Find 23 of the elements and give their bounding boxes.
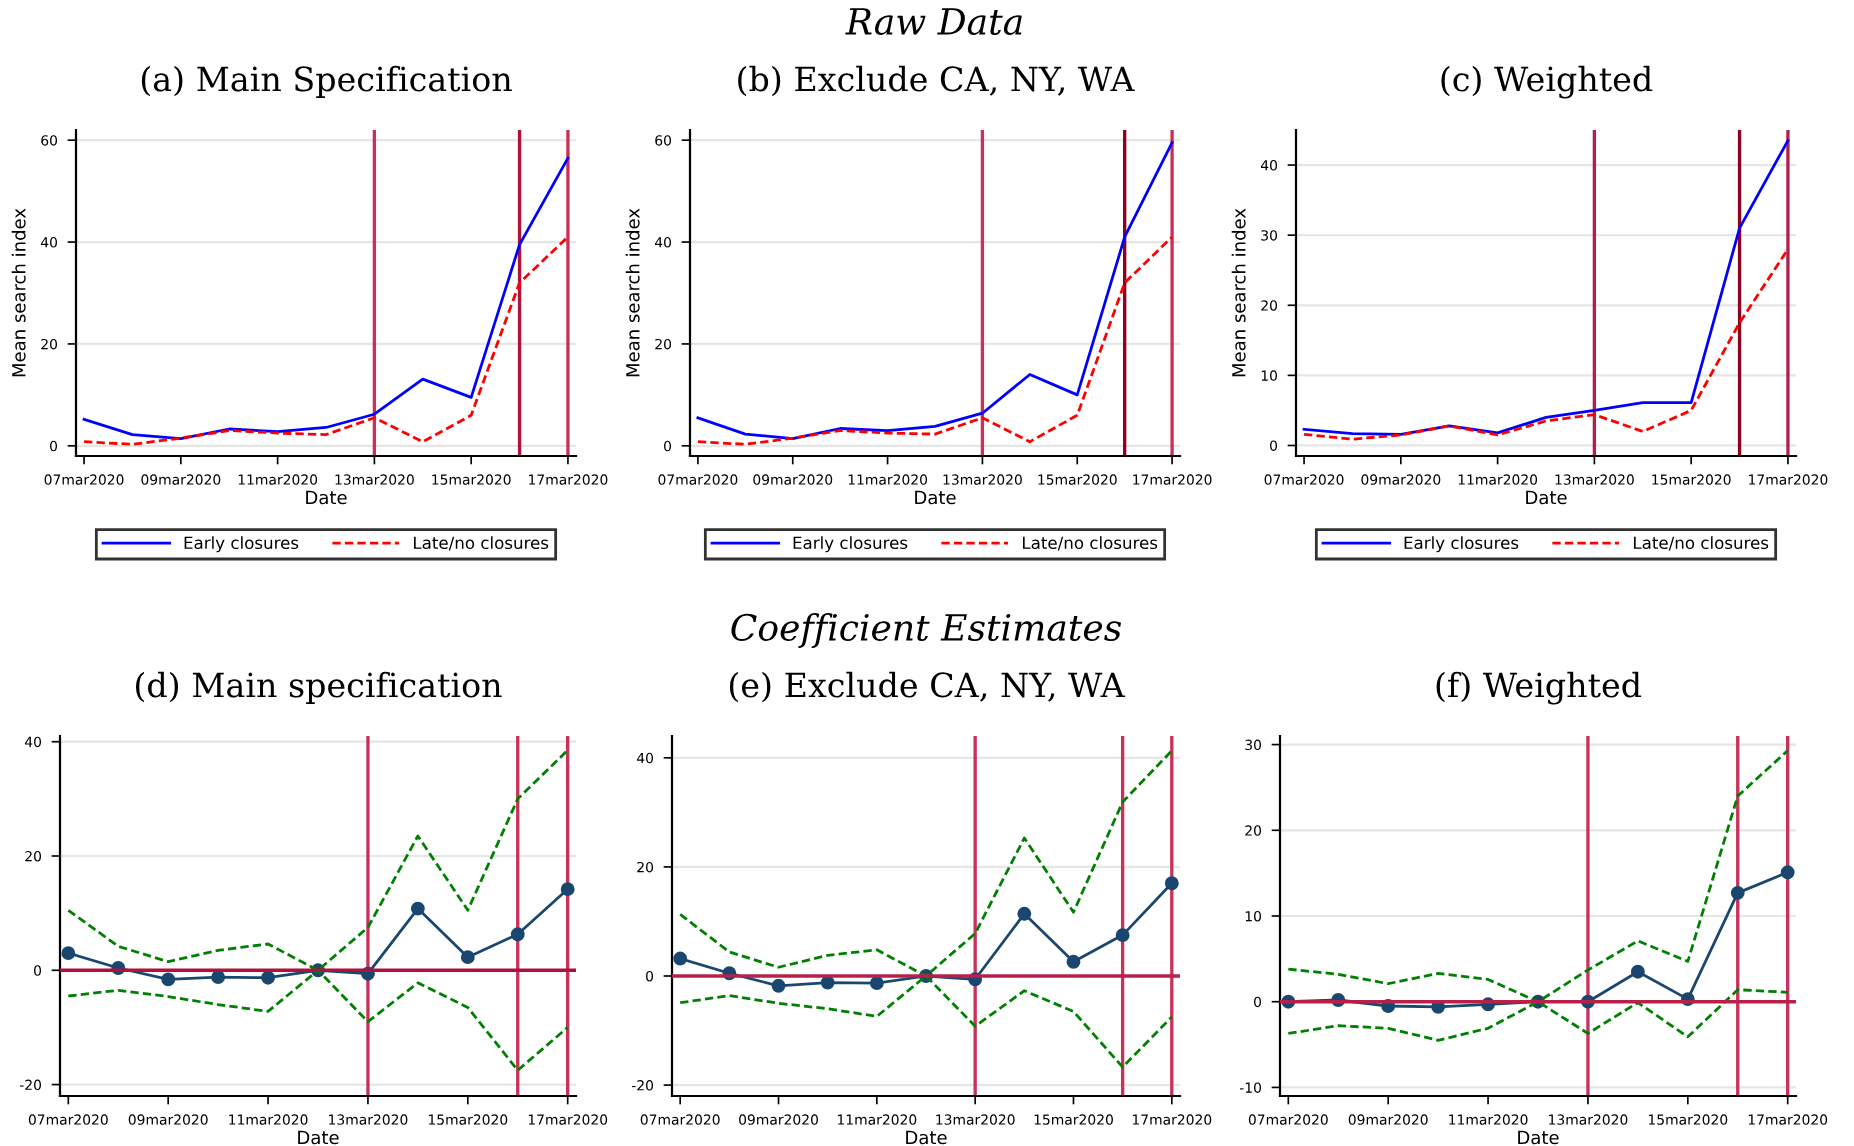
chart-title: (c) Weighted xyxy=(1441,65,1653,99)
y-axis-title: Mean search index xyxy=(1231,208,1246,377)
x-axis-title: Date xyxy=(1526,490,1567,505)
x-axis-title: Date xyxy=(906,1130,947,1145)
legend-label: Early closures xyxy=(793,536,908,553)
chart-title: (e) Exclude CA, NY, WA xyxy=(729,671,1126,703)
chart-title: (f) Weighted xyxy=(1436,671,1642,705)
legend-label: Late/no closures xyxy=(1023,536,1158,551)
y-axis-title: Mean search index xyxy=(625,208,640,377)
y-axis-title: Mean search index xyxy=(11,208,26,377)
legend-label: Early closures xyxy=(1404,536,1519,553)
x-axis-title: Date xyxy=(298,1130,339,1145)
legend-label: Early closures xyxy=(184,536,299,553)
chart-title: (d) Main specification xyxy=(135,671,502,705)
legend-label: Late/no closures xyxy=(414,536,549,551)
x-axis-title: Date xyxy=(915,490,956,505)
legend-label: Late/no closures xyxy=(1634,536,1769,551)
chart-title: (a) Main Specification xyxy=(141,65,512,99)
text: Raw Data xyxy=(845,8,1022,35)
x-axis-title: Date xyxy=(1518,1130,1559,1145)
x-axis-title: Date xyxy=(306,490,347,505)
chart-title: (b) Exclude CA, NY, WA xyxy=(738,65,1135,97)
text: Coefficient Estimates xyxy=(731,613,1122,648)
